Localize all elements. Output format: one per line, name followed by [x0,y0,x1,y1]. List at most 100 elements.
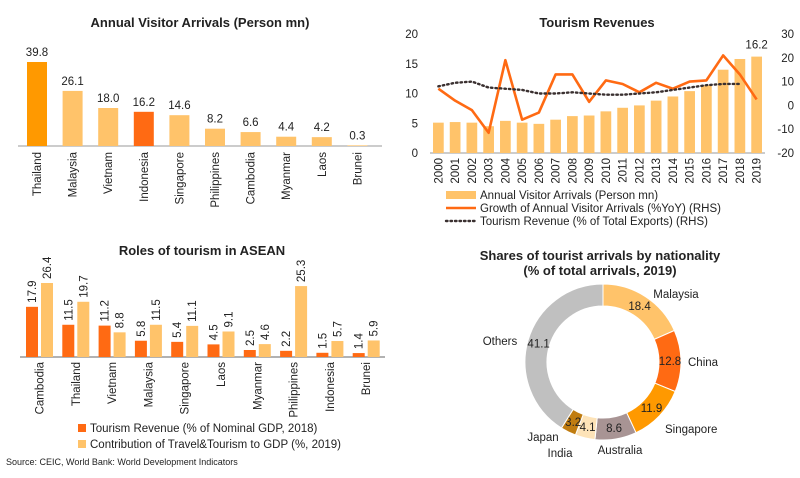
chart2-year-label: 2000 [433,158,445,184]
chart3-value-label: 2.5 [245,330,257,346]
chart1-bar-thailand [27,62,47,146]
chart1-bar-malaysia [62,90,83,146]
chart3-value-label: 4.5 [209,324,221,340]
chart4-title-line2: (% of total arrivals, 2019) [523,263,676,278]
chart2-bar-2002 [466,122,478,153]
chart2-right-tick: 0 [788,100,794,112]
chart1-bar-myanmar [276,136,297,146]
chart3-value-label: 1.5 [317,333,329,349]
chart1-category-label: Singapore [174,152,186,204]
chart2-bar-2003 [483,126,494,153]
chart3-bar-thailand-s0 [62,324,75,357]
donut-value-label: 11.9 [641,403,663,415]
chart1-category-label: Brunei [352,152,364,185]
legend-label-arrivals: Annual Visitor Arrivals (Person mn) [480,190,658,202]
chart3-bar-brunei-s0 [352,353,365,357]
chart3-bar-singapore-s0 [171,341,184,357]
chart1-value-label: 14.6 [168,100,190,112]
chart1-value-label: 16.2 [133,97,155,109]
donut-slice-others [524,283,604,429]
legend-swatch-arrivals [446,191,476,199]
chart3-value-label: 11.5 [63,299,75,321]
chart2-bar-2010 [600,111,612,153]
chart1-bar-brunei [347,145,368,146]
chart3-category-label: Laos [216,362,228,387]
donut-name-label: Japan [527,432,558,444]
chart1-value-label: 0.3 [349,130,365,142]
chart2-right-tick: -20 [777,148,794,160]
chart2-year-label: 2007 [551,158,563,184]
chart2-growth-line [437,54,758,135]
chart2-year-label: 2018 [735,158,747,184]
chart2-bar-2000 [433,122,444,153]
chart2-left-tick: 15 [405,59,418,71]
chart3-title: Roles of tourism in ASEAN [119,243,285,258]
chart2-year-label: 2004 [500,157,512,183]
donut-name-label: India [548,448,574,460]
chart3-value-label: 5.7 [332,321,344,337]
donut-name-label: Australia [598,445,643,457]
chart1-value-label: 18.0 [97,93,119,105]
chart3-legend-label-0: Tourism Revenue (% of Nominal GDP, 2018) [90,423,318,435]
chart1-category-label: Myanmar [281,152,293,200]
chart2-year-label: 2002 [467,158,479,184]
chart2-year-label: 2013 [651,158,663,184]
chart2-year-label: 2017 [718,158,730,184]
chart3-bar-cambodia-s1 [41,283,53,357]
chart2-year-label: 2005 [517,158,529,184]
chart3-value-label: 11.1 [187,300,199,322]
chart3-category-label: Singapore [180,362,192,414]
chart1-value-label: 4.4 [278,122,295,134]
legend-label-revenue: Tourism Revenue (% of Total Exports) (RH… [480,216,708,228]
chart3-category-label: Cambodia [35,361,47,414]
donut-value-label: 12.8 [659,356,681,368]
chart3-bar-myanmar-s0 [243,349,256,357]
chart3-bar-myanmar-s1 [258,344,271,357]
chart2-bar-2015 [684,91,695,153]
chart2-right-tick: -10 [777,124,794,136]
chart2-year-label: 2014 [668,157,680,183]
chart3-bar-indonesia-s1 [331,341,344,357]
chart3-value-label: 8.8 [115,312,127,328]
chart3-value-label: 19.7 [78,275,90,297]
chart3-category-label: Indonesia [325,361,337,411]
chart2-revenue-dotted-line [437,80,742,96]
chart3-legend-swatch-0 [78,424,86,432]
chart2-left-tick: 20 [405,29,418,41]
chart3-bar-cambodia-s0 [26,306,38,357]
chart2-year-label: 2009 [584,158,596,184]
chart3-value-label: 25.3 [296,260,308,282]
chart1-category-label: Indonesia [139,151,151,201]
chart3-value-label: 5.4 [172,321,184,338]
chart2-year-label: 2011 [618,158,630,183]
chart2-year-label: 2012 [634,158,646,184]
chart2-left-tick: 0 [412,148,418,160]
chart2-bar-2001 [449,122,461,153]
chart4-title-line1: Shares of tourist arrivals by nationalit… [480,248,721,263]
donut-value-label: 4.1 [580,422,596,434]
donut-name-label: China [688,357,719,369]
chart3-bar-philippines-s0 [280,350,293,357]
chart3-bar-indonesia-s0 [316,352,329,357]
chart2-bar-2005 [516,122,528,153]
chart3-value-label: 5.8 [136,321,148,337]
chart2-left-tick: 5 [412,118,418,130]
chart1-value-label: 4.2 [314,122,330,134]
chart3-bar-philippines-s1 [295,286,308,357]
chart3-bar-laos-s1 [222,331,235,357]
chart3-legend-label-1: Contribution of Travel&Tourism to GDP (%… [90,439,341,451]
chart1-value-label: 8.2 [207,114,223,126]
chart1-category-label: Thailand [32,152,44,196]
chart2-year-label: 2008 [567,158,579,184]
chart3-bar-malaysia-s0 [134,340,147,357]
donut-name-label: Others [483,336,518,348]
legend-label-growth: Growth of Annual Visitor Arrivals (%YoY)… [480,203,721,215]
chart2-right-tick: 10 [781,77,794,89]
chart1-value-label: 6.6 [243,117,259,129]
chart2-bar-2014 [667,96,679,153]
chart1-bar-vietnam [98,108,119,146]
chart3-value-label: 17.9 [27,280,39,302]
chart2-left-tick: 10 [405,89,418,101]
chart2-bar-2012 [634,105,645,153]
